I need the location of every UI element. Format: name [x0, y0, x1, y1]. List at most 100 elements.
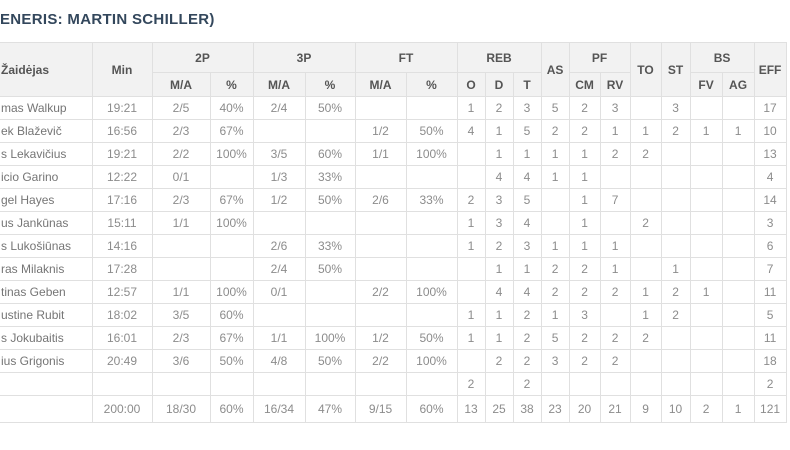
stat-cell: [660, 211, 691, 235]
stat-cell: 2/4: [252, 257, 306, 281]
stat-cell: [540, 211, 570, 235]
stat-cell: 1: [721, 395, 755, 423]
stat-cell: 100%: [405, 349, 458, 373]
table-row: mas Walkup 19:21 2/5 40% 2/4 50% 1 2 3 5 2 3 3 17: [0, 96, 787, 120]
stat-cell: [304, 372, 356, 396]
stat-cell: 18:02: [91, 303, 153, 327]
stat-cell: 1: [540, 303, 570, 327]
stat-cell: [405, 234, 458, 258]
stat-cell: 4/8: [252, 349, 306, 373]
stat-cell: 13: [753, 142, 787, 166]
table-row: tinas Geben 12:57 1/1 100% 0/1 2/2 100% 4 4 2 2 2 1 2…: [0, 280, 787, 304]
stat-cell: 2: [540, 257, 570, 281]
player-cell: us Jankūnas: [0, 211, 93, 235]
stat-cell: 60%: [209, 395, 254, 423]
stat-cell: 2: [753, 372, 787, 396]
stat-cell: 16:01: [91, 326, 153, 350]
stat-cell: 4: [512, 280, 542, 304]
stat-cell: 3: [599, 96, 631, 120]
stat-cell: [456, 257, 486, 281]
stat-cell: 2: [456, 188, 486, 212]
stat-cell: [689, 303, 723, 327]
stat-cell: 38: [512, 395, 542, 423]
stat-cell: [660, 326, 691, 350]
col-header-2p-pct: %: [209, 72, 254, 97]
col-group-2p: 2P: [151, 42, 254, 73]
stat-cell: 4: [456, 119, 486, 143]
stat-cell: 2: [568, 119, 601, 143]
col-group-3p: 3P: [252, 42, 356, 73]
stat-cell: 1: [512, 257, 542, 281]
stat-cell: 17:28: [91, 257, 153, 281]
table-row: 2 2 2: [0, 372, 787, 396]
stat-cell: 2: [660, 119, 691, 143]
stat-cell: [456, 142, 486, 166]
stat-cell: [405, 372, 458, 396]
stat-cell: [660, 372, 691, 396]
stat-cell: 100%: [405, 280, 458, 304]
stat-cell: 2: [660, 303, 691, 327]
stat-cell: 1: [599, 257, 631, 281]
stat-cell: [721, 96, 755, 120]
stat-cell: [599, 211, 631, 235]
stat-cell: [456, 280, 486, 304]
stat-cell: [721, 257, 755, 281]
stat-cell: 1/1: [151, 280, 211, 304]
col-header-to: TO: [629, 42, 662, 97]
stat-cell: 50%: [304, 349, 356, 373]
stat-cell: [689, 234, 723, 258]
stat-cell: 1: [689, 119, 723, 143]
stat-cell: 16:56: [91, 119, 153, 143]
stat-cell: 67%: [209, 188, 254, 212]
stat-cell: 5: [753, 303, 787, 327]
stat-cell: 40%: [209, 96, 254, 120]
stat-cell: 200:00: [91, 395, 153, 423]
player-cell: s Jokubaitis: [0, 326, 93, 350]
table-row: gel Hayes 17:16 2/3 67% 1/2 50% 2/6 33% 2 3 5 1 7 14: [0, 188, 787, 212]
stat-cell: 2: [568, 349, 601, 373]
stat-cell: 5: [540, 326, 570, 350]
player-cell: [0, 372, 93, 396]
stat-cell: 2/2: [354, 280, 407, 304]
col-header-3p-ma: M/A: [252, 72, 306, 97]
stat-cell: 2/3: [151, 188, 211, 212]
stat-cell: 1: [484, 303, 514, 327]
stat-cell: 10: [660, 395, 691, 423]
player-cell: ek Blaževič: [0, 119, 93, 143]
col-header-reb-d: D: [484, 72, 514, 97]
stat-cell: [354, 96, 407, 120]
stat-cell: 2/2: [354, 349, 407, 373]
stat-cell: 50%: [304, 96, 356, 120]
stat-cell: 2/5: [151, 96, 211, 120]
stat-cell: [304, 280, 356, 304]
stat-cell: 16/34: [252, 395, 306, 423]
stat-cell: [354, 211, 407, 235]
stat-cell: 2: [599, 326, 631, 350]
stat-cell: [689, 326, 723, 350]
stat-cell: 2: [512, 303, 542, 327]
stat-cell: 4: [484, 280, 514, 304]
player-cell: ras Milaknis: [0, 257, 93, 281]
stat-cell: [689, 188, 723, 212]
stat-cell: [629, 234, 662, 258]
stat-cell: 2: [484, 96, 514, 120]
stat-cell: [354, 257, 407, 281]
stat-cell: 15:11: [91, 211, 153, 235]
stat-cell: 1: [512, 142, 542, 166]
stat-cell: 1: [456, 326, 486, 350]
stat-cell: 100%: [405, 142, 458, 166]
stat-cell: [354, 372, 407, 396]
stat-cell: [568, 372, 601, 396]
stat-cell: 3: [540, 349, 570, 373]
stat-cell: 7: [599, 188, 631, 212]
col-header-3p-pct: %: [304, 72, 356, 97]
stat-cell: [721, 372, 755, 396]
stat-cell: 1/3: [252, 165, 306, 189]
stat-cell: 60%: [304, 142, 356, 166]
stat-cell: 1: [484, 119, 514, 143]
stat-cell: [660, 234, 691, 258]
stat-cell: [354, 165, 407, 189]
stat-cell: 2: [568, 326, 601, 350]
stat-cell: 10: [753, 119, 787, 143]
